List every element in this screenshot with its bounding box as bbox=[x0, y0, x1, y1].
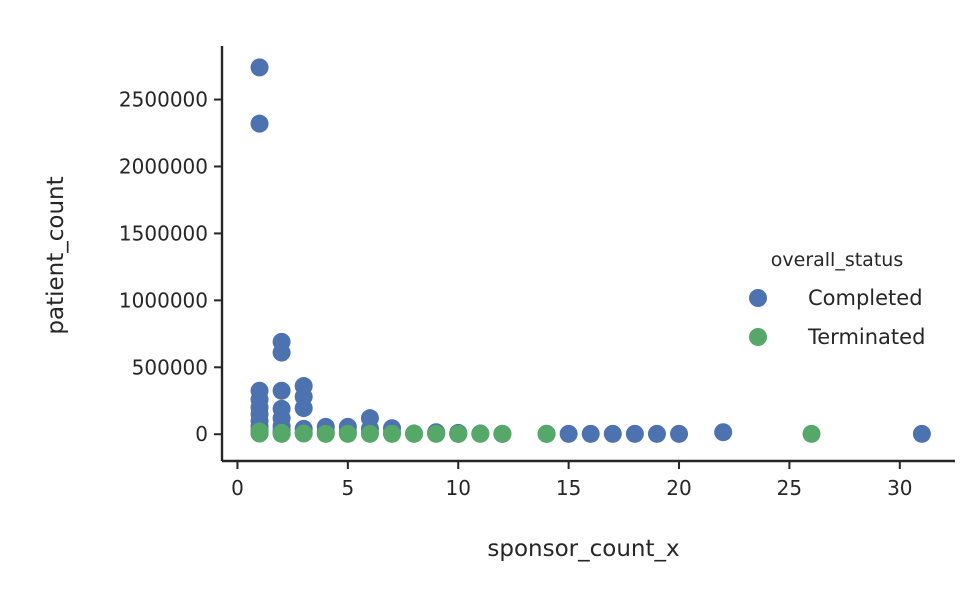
scatter-point-terminated bbox=[427, 424, 446, 443]
scatter-point-terminated bbox=[471, 424, 490, 443]
scatter-point-terminated bbox=[250, 424, 269, 443]
scatter-point-terminated bbox=[316, 424, 335, 443]
x-tick-label: 10 bbox=[446, 476, 471, 500]
scatter-point-completed bbox=[912, 424, 931, 443]
scatter-point-completed bbox=[714, 423, 733, 442]
legend-title: overall_status bbox=[771, 249, 903, 271]
legend-marker-terminated bbox=[749, 328, 767, 346]
x-axis-ticks: 0 5 10 15 20 25 30 bbox=[231, 461, 913, 500]
scatter-point-terminated bbox=[272, 424, 291, 443]
data-points bbox=[250, 58, 931, 443]
scatter-point-completed bbox=[625, 424, 644, 443]
y-tick-label: 2500000 bbox=[119, 88, 208, 112]
y-tick-label: 1500000 bbox=[119, 221, 208, 245]
x-tick-label: 15 bbox=[556, 476, 581, 500]
x-tick-label: 30 bbox=[887, 476, 912, 500]
scatter-point-completed bbox=[250, 58, 269, 77]
scatter-point-terminated bbox=[537, 424, 556, 443]
scatter-point-terminated bbox=[338, 424, 357, 443]
y-tick-label: 2000000 bbox=[119, 154, 208, 178]
scatter-point-completed bbox=[250, 114, 269, 133]
x-tick-label: 0 bbox=[231, 476, 244, 500]
scatter-point-terminated bbox=[405, 424, 424, 443]
scatter-point-completed bbox=[581, 424, 600, 443]
legend-label-completed: Completed bbox=[808, 286, 923, 310]
scatter-point-terminated bbox=[449, 424, 468, 443]
scatter-point-completed bbox=[294, 399, 313, 418]
scatter-point-completed bbox=[272, 343, 291, 362]
x-tick-label: 25 bbox=[777, 476, 802, 500]
legend-marker-completed bbox=[749, 289, 767, 307]
scatter-point-completed bbox=[647, 424, 666, 443]
scatter-point-terminated bbox=[383, 424, 402, 443]
y-tick-label: 1000000 bbox=[119, 288, 208, 312]
scatter-point-completed bbox=[559, 424, 578, 443]
scatter-point-terminated bbox=[493, 424, 512, 443]
scatter-point-completed bbox=[603, 424, 622, 443]
x-tick-label: 5 bbox=[341, 476, 354, 500]
y-axis-label: patient_count bbox=[43, 176, 69, 334]
y-tick-label: 0 bbox=[195, 422, 208, 446]
scatter-point-completed bbox=[272, 381, 291, 400]
scatter-point-completed bbox=[670, 424, 689, 443]
y-axis-ticks: 0 500000 1000000 1500000 2000000 2500000 bbox=[119, 88, 222, 446]
scatter-point-terminated bbox=[360, 424, 379, 443]
scatter-point-terminated bbox=[802, 424, 821, 443]
y-tick-label: 500000 bbox=[132, 355, 208, 379]
x-axis-label: sponsor_count_x bbox=[487, 536, 679, 562]
legend: overall_status Completed Terminated bbox=[749, 249, 925, 349]
legend-label-terminated: Terminated bbox=[807, 325, 925, 349]
scatter-point-terminated bbox=[294, 424, 313, 443]
x-tick-label: 20 bbox=[666, 476, 691, 500]
axes-spines bbox=[220, 46, 955, 463]
